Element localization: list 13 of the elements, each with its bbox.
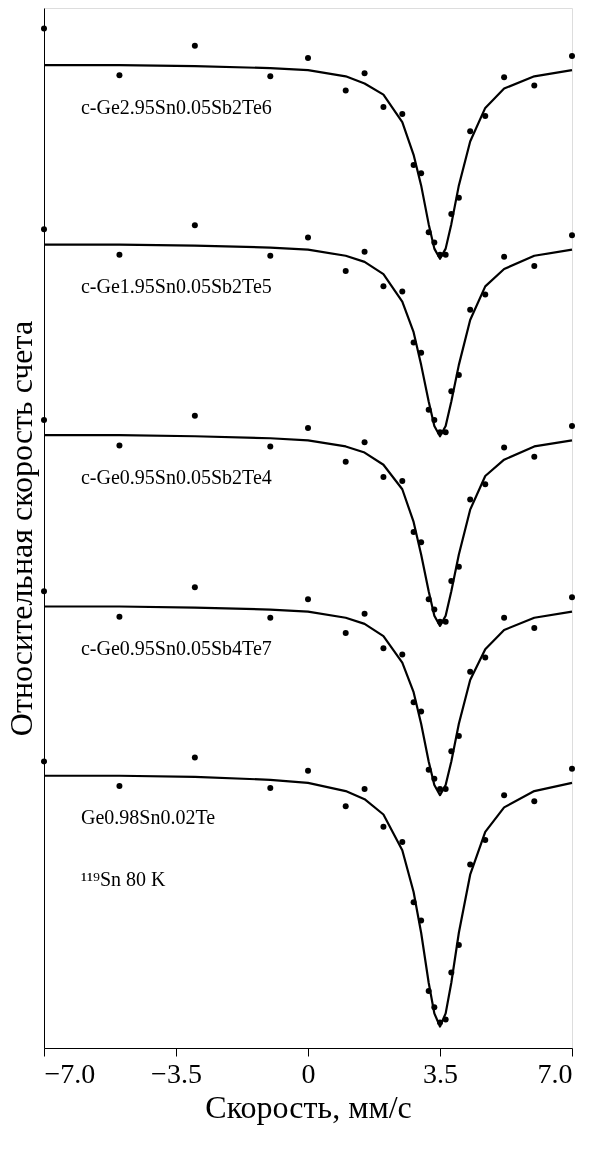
x-tick-label: −3.5 — [151, 1057, 202, 1089]
x-tick-label: 0 — [301, 1057, 316, 1089]
series-label: c-Ge0.95Sn0.05Sb4Te7 — [80, 637, 272, 660]
x-axis-title: Скорость, мм/с — [205, 1088, 412, 1125]
annotation: ¹¹⁹Sn 80 K — [80, 867, 167, 890]
series-label: Ge0.98Sn0.02Te — [80, 806, 216, 829]
series-label: c-Ge0.95Sn0.05Sb2Te4 — [80, 465, 272, 488]
x-tick-label: 3.5 — [423, 1057, 458, 1089]
y-axis-title: Относительная скорость счета — [2, 320, 39, 737]
x-tick-label: 7.0 — [537, 1057, 573, 1089]
series-label: c-Ge1.95Sn0.05Sb2Te5 — [80, 275, 272, 298]
x-tick-label: −7.0 — [44, 1057, 96, 1089]
series-label: c-Ge2.95Sn0.05Sb2Te6 — [80, 95, 272, 118]
